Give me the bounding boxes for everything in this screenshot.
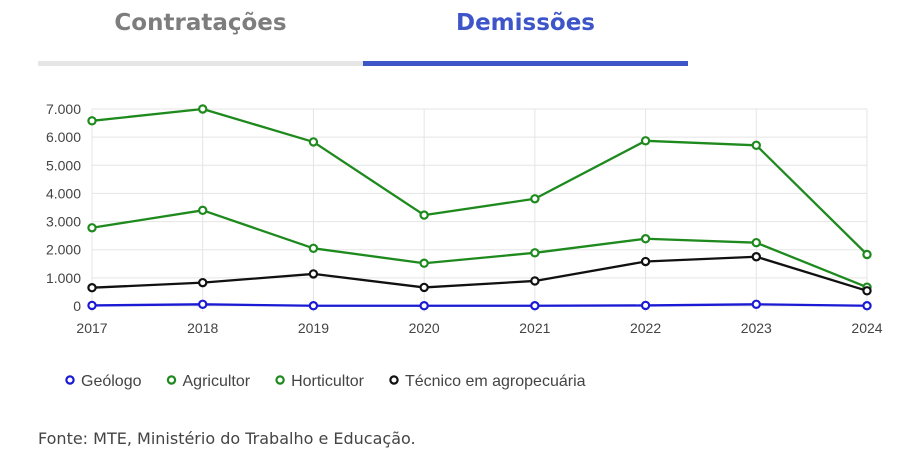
series-line-0 <box>91 303 868 307</box>
data-point <box>419 282 429 293</box>
y-tick-label: 2.000 <box>46 242 81 258</box>
y-tick-label: 7.000 <box>46 101 81 117</box>
data-point <box>862 249 872 260</box>
x-tick-label: 2019 <box>298 320 329 336</box>
x-tick-label: 2024 <box>851 320 882 336</box>
legend-label: Agricultor <box>183 373 251 390</box>
data-point <box>308 269 319 279</box>
series-line-2 <box>91 209 868 289</box>
data-point <box>751 252 761 262</box>
x-tick-label: 2022 <box>630 320 661 336</box>
legend-label: Horticultor <box>291 373 365 390</box>
data-point <box>640 300 651 311</box>
data-point <box>87 300 97 311</box>
x-tick-label: 2017 <box>76 320 107 336</box>
legend-marker <box>275 375 285 385</box>
data-point <box>862 286 872 296</box>
data-point <box>751 140 761 151</box>
tab-contratacoes-label: Contratações <box>114 10 287 36</box>
tab-demissoes-label: Demissões <box>455 10 595 36</box>
x-tick-label: 2018 <box>187 320 218 336</box>
y-tick-label: 3.000 <box>46 214 81 230</box>
tab-bar: Contratações Demissões <box>38 0 688 68</box>
data-point <box>198 277 208 288</box>
y-tick-label: 0 <box>73 298 81 314</box>
line-chart: 0 1.000 2.000 3.000 4.000 5.000 6.000 7.000 2017… <box>46 101 883 390</box>
data-point <box>640 136 651 146</box>
y-tick-label: 4.000 <box>46 185 81 201</box>
data-point <box>419 258 429 268</box>
y-tick-label: 5.000 <box>46 157 81 173</box>
data-point <box>198 205 208 216</box>
data-point <box>198 104 208 114</box>
legend-marker <box>65 375 75 385</box>
x-tick-label: 2021 <box>519 320 550 336</box>
tab-contratacoes-indicator <box>38 61 363 66</box>
data-point <box>419 301 429 311</box>
legend-marker <box>389 375 399 385</box>
x-tick-label: 2020 <box>409 320 440 336</box>
series-line-3 <box>91 255 868 292</box>
data-point <box>87 116 97 126</box>
y-tick-label: 1.000 <box>46 270 81 286</box>
data-point <box>751 237 761 248</box>
source-note: Fonte: MTE, Ministério do Trabalho e Edu… <box>38 429 416 448</box>
data-point <box>530 276 540 286</box>
data-point <box>640 256 651 267</box>
tab-contratacoes[interactable]: Contratações <box>38 0 363 68</box>
data-point <box>308 301 319 311</box>
y-tick-label: 6.000 <box>46 129 81 145</box>
data-point <box>419 210 429 220</box>
data-point <box>87 283 97 293</box>
tab-demissoes-indicator <box>363 61 688 66</box>
tab-demissoes[interactable]: Demissões <box>363 0 688 68</box>
legend-label: Geólogo <box>81 373 142 390</box>
data-point <box>751 299 761 310</box>
series-line-1 <box>91 107 868 256</box>
data-point <box>530 301 540 311</box>
data-point <box>308 243 319 254</box>
legend-marker <box>166 375 177 385</box>
data-point <box>530 194 540 204</box>
x-tick-label: 2023 <box>741 320 772 336</box>
data-point <box>530 248 540 258</box>
data-point <box>87 223 97 233</box>
data-point <box>640 234 651 244</box>
data-point <box>308 137 319 147</box>
data-point <box>198 299 208 310</box>
data-point <box>862 301 872 311</box>
legend-label: Técnico em agropecuária <box>405 373 586 390</box>
